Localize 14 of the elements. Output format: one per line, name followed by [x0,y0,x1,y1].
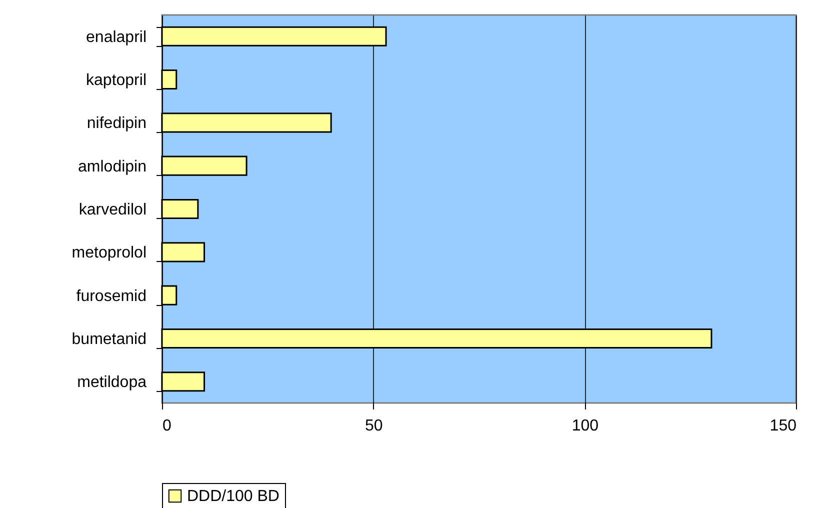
y-tick-label: nifedipin [86,115,146,132]
x-tick-label: 0 [162,418,172,434]
y-tick-label: metildopa [77,374,147,392]
x-tick-label: 150 [770,418,797,434]
y-tick-label: metoprolol [72,244,146,262]
x-tick-label: 50 [364,418,383,434]
legend-label: DDD/100 BD [187,488,280,505]
y-tick-label: furosemid [76,288,146,305]
y-tick-label: kaptopril [86,72,146,90]
y-tick-label: amlodipin [78,158,146,176]
y-tick-label: bumetanid [72,330,146,348]
y-tick-label: karvedilol [78,202,146,218]
y-tick-label: enalapril [86,28,146,46]
x-tick-label: 100 [572,418,599,434]
